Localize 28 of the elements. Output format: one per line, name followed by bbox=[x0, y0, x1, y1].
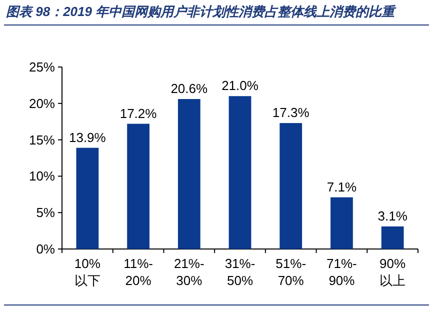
bar bbox=[381, 226, 404, 249]
data-label: 7.1% bbox=[326, 179, 357, 194]
y-tick-label: 10% bbox=[28, 168, 56, 184]
y-tick-label: 5% bbox=[36, 205, 56, 220]
x-tick-label: 51%-70% bbox=[276, 256, 306, 288]
x-tick-label: 31%-50% bbox=[224, 256, 256, 288]
x-tick-label: 21%-30% bbox=[174, 256, 204, 288]
data-label: 17.3% bbox=[272, 105, 310, 120]
data-label: 21.0% bbox=[222, 78, 259, 94]
y-tick-label: 15% bbox=[28, 132, 56, 148]
x-tick-label: 90%以上 bbox=[380, 256, 406, 288]
bar bbox=[280, 123, 302, 249]
bar bbox=[228, 96, 252, 249]
data-label: 20.6% bbox=[170, 81, 208, 96]
bar bbox=[76, 148, 99, 249]
bar bbox=[178, 99, 200, 249]
x-tick-label: 71%-90% bbox=[326, 256, 357, 288]
bar bbox=[330, 197, 353, 249]
x-tick-label: 11%-20% bbox=[124, 256, 153, 288]
bar bbox=[127, 124, 150, 249]
data-label: 3.1% bbox=[378, 208, 408, 224]
data-label: 17.2% bbox=[120, 106, 158, 121]
chart-title: 图表 98：2019 年中国网购用户非计划性消费占整体线上消费的比重 bbox=[6, 4, 397, 19]
y-tick-label: 0% bbox=[36, 242, 56, 256]
y-tick-label: 20% bbox=[28, 96, 56, 111]
y-tick-label: 25% bbox=[28, 60, 56, 74]
data-label: 13.9% bbox=[68, 130, 106, 145]
x-tick-label: 10%以下 bbox=[74, 256, 101, 288]
